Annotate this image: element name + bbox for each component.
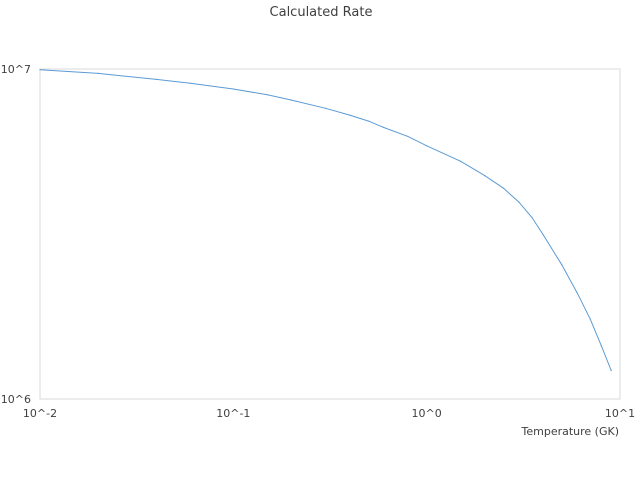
rate-series-line <box>39 69 612 371</box>
series-points <box>39 69 612 372</box>
x-tick-label: 10^-1 <box>216 407 250 420</box>
data-point <box>367 120 370 122</box>
data-point <box>460 160 462 162</box>
data-point <box>484 175 486 177</box>
y-tick-label: 10^7 <box>1 63 31 76</box>
data-point <box>232 88 234 90</box>
x-axis-label: Temperature (GK) <box>521 425 620 438</box>
data-point <box>610 369 612 372</box>
data-point <box>407 135 409 137</box>
data-point <box>576 292 578 294</box>
data-point <box>290 99 293 101</box>
x-tick-label: 10^0 <box>412 407 442 420</box>
data-point <box>561 264 563 266</box>
data-point <box>155 78 157 80</box>
data-point <box>600 345 602 347</box>
data-point <box>518 201 520 203</box>
data-point <box>426 145 428 147</box>
data-point <box>325 107 327 109</box>
y-tick-label: 10^6 <box>1 393 31 406</box>
data-point <box>542 234 544 236</box>
data-point <box>97 72 99 74</box>
data-point <box>589 318 591 320</box>
x-tick-label: 10^-2 <box>23 407 57 420</box>
data-point <box>39 69 41 71</box>
x-tick-label: 10^1 <box>605 407 635 420</box>
data-point <box>531 216 533 218</box>
plot-area <box>39 68 621 400</box>
data-point <box>349 114 351 116</box>
chart-title: Calculated Rate <box>270 5 373 20</box>
data-point <box>266 94 268 96</box>
data-point <box>503 187 505 189</box>
x-tick-labels: 10^-2 10^-1 10^0 10^1 <box>23 407 635 420</box>
data-point <box>189 82 191 84</box>
y-tick-labels: 10^6 10^7 <box>1 63 31 406</box>
data-point <box>383 126 385 129</box>
